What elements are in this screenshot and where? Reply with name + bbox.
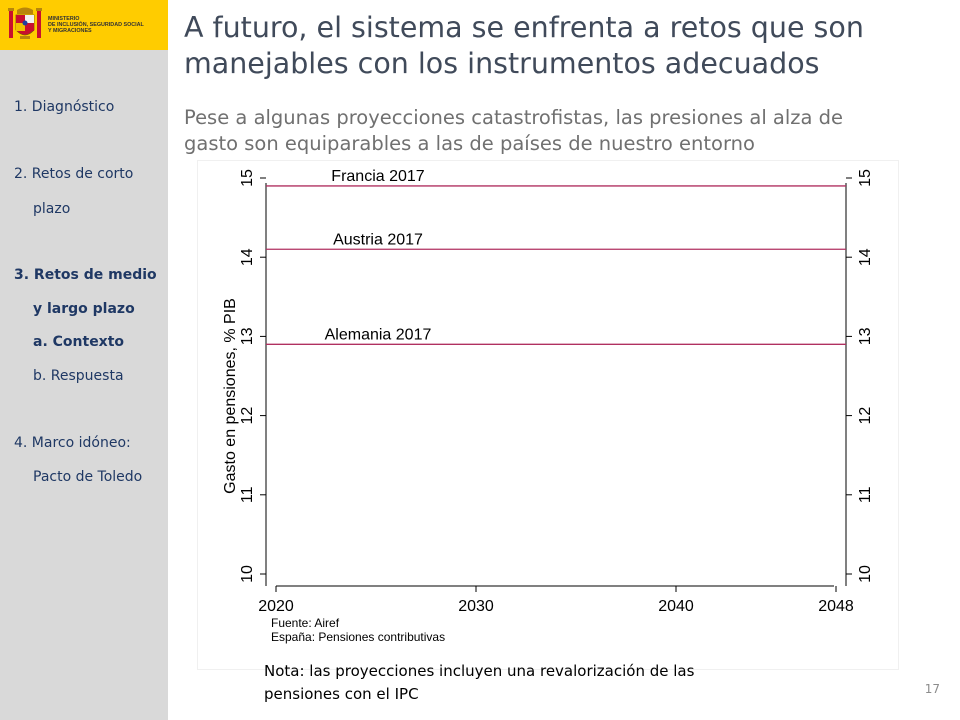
sidebar-item-retos-medio-largo-plazo-cont[interactable]: y largo plazo [33,301,135,317]
ministry-logo-band: MINISTERIO DE INCLUSIÓN, SEGURIDAD SOCIA… [0,0,168,50]
reference-line-label: Francia 2017 [331,168,424,185]
slide-title-line: A futuro, el sistema se enfrenta a retos… [184,11,864,44]
y-tick-label: 10 [239,565,256,583]
sidebar-item-label: b. Respuesta [33,368,124,384]
y-tick-label: 15 [239,169,256,187]
y-tick-label-right: 10 [857,565,874,583]
y-tick-label-right: 15 [857,169,874,187]
spain-coat-of-arms-icon [8,7,42,39]
page-number: 17 [924,682,940,696]
sidebar-item-retos-corto-plazo[interactable]: 2. Retos de corto [14,166,133,182]
sidebar-item-label: 3. Retos de medio [14,267,157,283]
sidebar-item-label: a. Contexto [33,334,125,350]
slide-title-line: manejables con los instrumentos adecuado… [184,47,820,80]
chart-note-line: Nota: las proyecciones incluyen una reva… [264,662,695,680]
y-tick-label-right: 13 [857,327,874,345]
slide-title: A futuro, el sistema se enfrenta a retos… [184,10,944,82]
sidebar-item-label: 4. Marco idóneo: [14,435,131,451]
ministry-line: MINISTERIO [48,16,80,22]
ministry-name: MINISTERIO DE INCLUSIÓN, SEGURIDAD SOCIA… [48,16,166,34]
x-tick-label: 2048 [818,598,854,615]
chart-panel: 10 11 12 13 14 15 10 11 12 13 14 15 2020 2030 2040 20… [197,160,899,670]
sidebar: MINISTERIO DE INCLUSIÓN, SEGURIDAD SOCIA… [0,0,168,720]
sidebar-item-marco-idoneo[interactable]: 4. Marco idóneo: [14,435,131,451]
y-tick-label: 13 [239,327,256,345]
sidebar-item-diagnostico[interactable]: 1. Diagnóstico [14,99,114,115]
sidebar-item-pacto-toledo[interactable]: Pacto de Toledo [33,469,142,485]
sidebar-item-retos-corto-plazo-cont[interactable]: plazo [33,201,70,217]
x-tick-label: 2030 [458,598,494,615]
sidebar-item-contexto[interactable]: a. Contexto [33,334,124,350]
reference-line-label: Alemania 2017 [325,326,432,343]
slide-subtitle-line: Pese a algunas proyecciones catastrofist… [184,106,844,129]
sidebar-item-label: y largo plazo [33,301,135,317]
pension-spending-chart: 10 11 12 13 14 15 10 11 12 13 14 15 2020 2030 2040 20… [222,168,874,644]
x-tick-label: 2020 [258,598,294,615]
sidebar-item-label: Pacto de Toledo [33,469,143,485]
ministry-line: DE INCLUSIÓN, SEGURIDAD SOCIAL [48,22,144,28]
y-tick-label-right: 14 [857,248,874,266]
sidebar-item-label: plazo [33,201,71,217]
ministry-line: Y MIGRACIONES [48,28,92,34]
chart-note: Nota: las proyecciones incluyen una reva… [264,660,764,706]
y-tick-label: 14 [239,248,256,266]
sidebar-item-label: 1. Diagnóstico [14,99,115,115]
sidebar-item-retos-medio-largo-plazo[interactable]: 3. Retos de medio [14,267,157,283]
slide-subtitle-line: gasto son equiparables a las de países d… [184,132,755,155]
y-axis-label: Gasto en pensiones, % PIB [222,298,239,494]
y-tick-label-right: 11 [857,486,874,503]
sidebar-item-label: 2. Retos de corto [14,166,134,182]
y-tick-label-right: 12 [857,407,874,425]
sidebar-item-respuesta[interactable]: b. Respuesta [33,368,124,384]
chart-source-line: Fuente: Airef [271,616,340,630]
y-tick-label: 11 [239,486,256,503]
chart-note-line: pensiones con el IPC [264,685,419,703]
chart-source-line: España: Pensiones contributivas [271,630,445,644]
y-tick-label: 12 [239,407,256,425]
slide-subtitle: Pese a algunas proyecciones catastrofist… [184,105,944,157]
reference-line-label: Austria 2017 [333,231,423,248]
x-tick-label: 2040 [658,598,694,615]
